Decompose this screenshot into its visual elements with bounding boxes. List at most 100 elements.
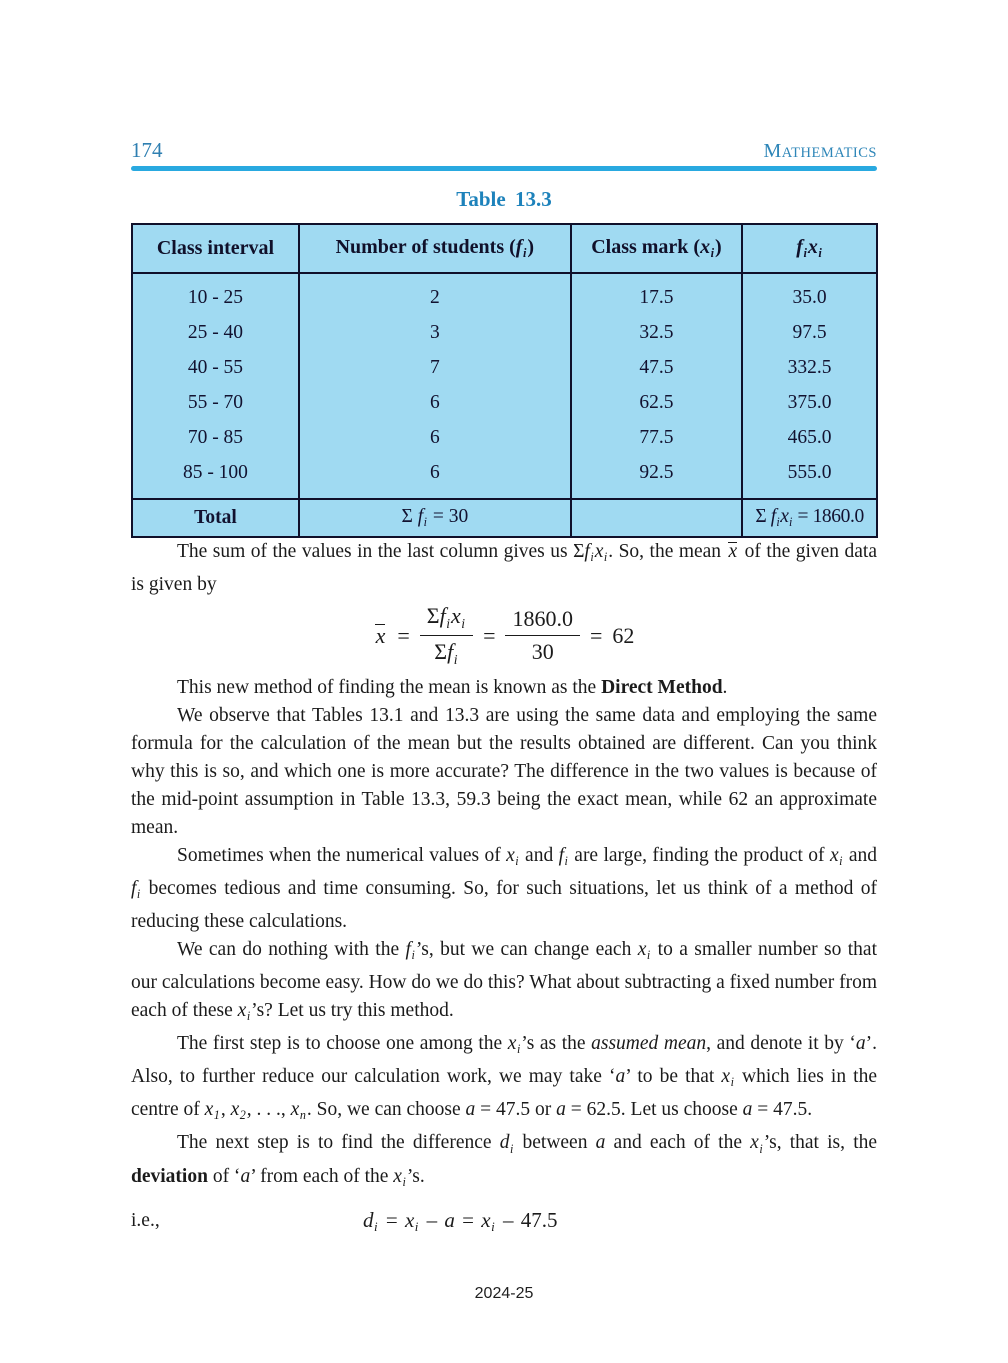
text-run: i [646,948,651,962]
text-run: = 47.5. [752,1099,813,1121]
text-run: 1 [213,1108,220,1123]
paragraph-assumed-mean: The first step is to choose one among th… [131,1030,877,1129]
running-head-initial: M [763,140,782,162]
table-cell: 10 - 25 [131,273,300,316]
text-run: and [843,844,878,866]
text-run: d [363,1207,374,1232]
table-row: 25 - 40 3 32.5 97.5 [131,315,878,351]
text-run: i [136,886,141,901]
table-cell: 375.0 [741,385,878,421]
table-cell: 25 - 40 [131,315,300,351]
col-header-class-interval: Class interval [131,222,300,275]
text-run: i [423,515,427,530]
text-run: The next step is to find the difference [177,1132,500,1154]
total-fi-cell: Σ fi = 30 [297,498,572,539]
col-header-class-mark: Class mark (xi) [569,222,744,275]
table-cell: 7 [297,350,572,386]
header-rule [131,166,877,171]
text-run: Class interval [156,237,275,260]
text-run: of ‘ [207,1165,241,1187]
text-run: i [516,1042,521,1057]
text-run: This new method of finding the mean is k… [177,676,602,698]
table-cell: 3 [297,315,572,351]
text-run: i [776,515,780,530]
fraction-denominator: 30 [531,639,554,665]
text-run: f [439,603,446,629]
text-run: i [522,246,527,261]
col-header-number-of-students: Number of students (fi) [297,222,572,275]
text-run: i [789,515,793,530]
running-head-rest: ATHEMATICS [781,145,877,161]
text-run: i [402,1174,406,1189]
text-run: Direct Method [601,676,723,698]
text-run: i [374,1219,378,1235]
text-run: i [453,651,458,667]
text-run: i [730,1075,734,1090]
table-row: 85 - 100 6 92.5 555.0 [131,455,878,500]
text-run: and [519,844,559,866]
text-run: x [507,1033,517,1055]
text-run: x [728,541,738,563]
text-run: x [204,1099,214,1121]
text-run: ’. Also, to further reduce our calculati… [131,1033,878,1088]
text-run: = 1860.0 [793,506,864,528]
mean-result: 62 [612,622,635,648]
frequency-table: Class interval Number of students (fi) C… [131,222,878,539]
text-run: i [461,616,466,632]
text-run: = 47.5 or [475,1099,557,1121]
text-run: Σ [434,639,448,665]
text-run: i [515,853,519,868]
text-run: – 47.5 [495,1207,558,1232]
table-cell: 332.5 [741,350,878,386]
table-cell: 6 [297,455,572,500]
text-run: d [499,1132,510,1154]
text-run: = 62.5. Let us choose [565,1099,743,1121]
deviation-equation-row: i.e., di = xi – a = xi – 47.5 [131,1208,877,1235]
text-run: x [829,844,839,866]
table-cell: 97.5 [741,315,878,351]
table-cell: 92.5 [569,455,744,500]
text-run: Number of students ( [335,236,516,258]
text-run: ’s, that is, the [763,1132,878,1154]
table-title: Table 13.3 [456,187,552,211]
paragraph-large-values: Sometimes when the numerical values of x… [131,842,877,936]
table-cell: 555.0 [741,455,878,500]
mean-formula: x = Σfixi Σfi = 1860.0 30 = 62 [131,603,877,667]
text-run: a [465,1099,476,1121]
text-run: We observe that Tables 13.1 and 13.3 are… [131,704,877,838]
table-cell: 77.5 [569,420,744,456]
text-run: f [770,506,776,528]
text-run: f [447,639,454,665]
text-run: We can do nothing with the [177,938,406,960]
text-run: x [750,1132,759,1154]
text-run: , and denote it by ‘ [706,1033,856,1055]
total-fixi-cell: Σ fixi = 1860.0 [741,498,878,539]
text-run: Σ [426,603,440,629]
table-cell: 6 [297,420,572,456]
running-head: MATHEMATICS [763,140,877,163]
table-cell: 55 - 70 [131,385,300,421]
text-run: x [451,603,461,629]
text-run: f [558,844,565,866]
text-run: The sum of the values in the last column… [177,541,574,563]
text-run: ’s, but we can change each [415,938,638,960]
text-run: to a smaller number so that our calculat… [131,938,877,1021]
text-run: x [230,1099,240,1121]
text-run: ’s? Let us try this method. [251,1000,454,1021]
page-number: 174 [131,138,163,162]
text-run: – [419,1207,445,1232]
text-run: , . . ., [246,1099,291,1121]
text-run: of the given data is given by [131,541,877,596]
text-run: . So, we can choose [306,1099,466,1121]
text-run: between [514,1132,596,1154]
text-run: a [556,1099,566,1121]
text-run: x [637,938,647,960]
text-run: i [759,1141,763,1156]
text-run: a [240,1165,251,1187]
text-run: f [796,236,803,258]
text-run: i [509,1141,514,1156]
text-run: x [721,1066,731,1088]
fraction-denominator: Σfi [434,636,458,668]
fraction-numerator: 1860.0 [505,606,580,637]
table-cell: 70 - 85 [131,420,300,456]
